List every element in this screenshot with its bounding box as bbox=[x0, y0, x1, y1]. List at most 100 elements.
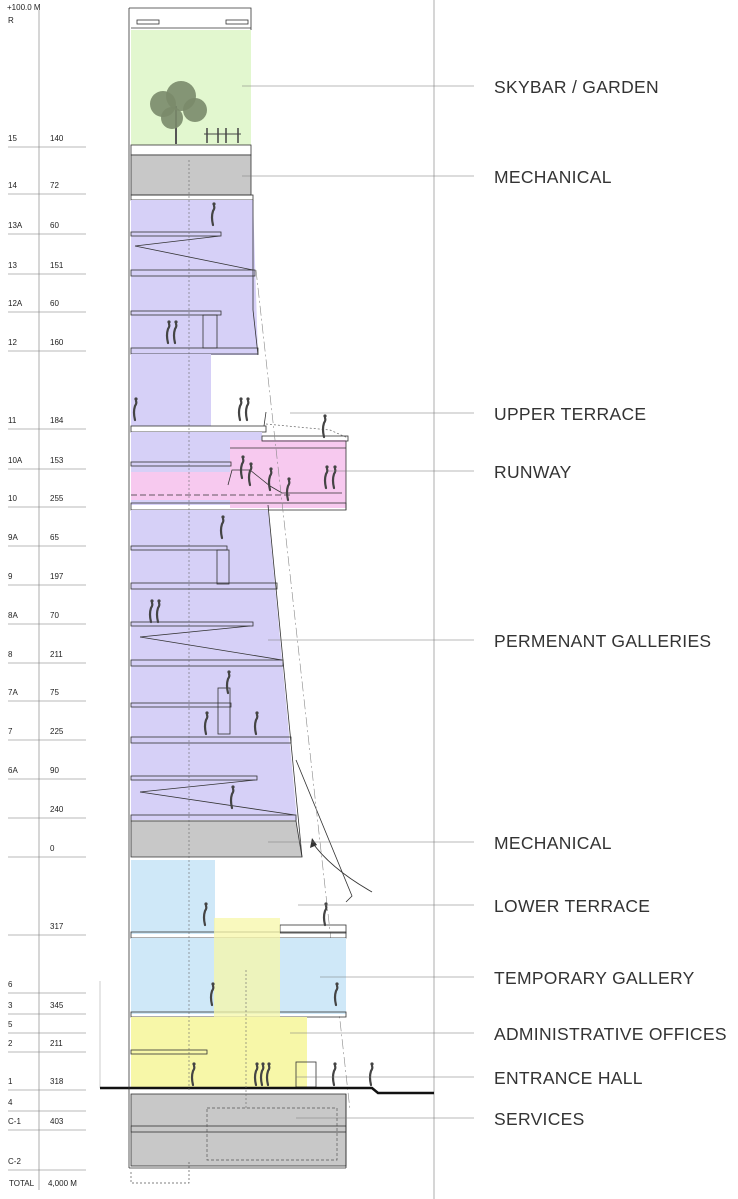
level-floor-label: 1 bbox=[8, 1077, 13, 1086]
callout-label: UPPER TERRACE bbox=[494, 404, 646, 424]
level-area-value: 65 bbox=[50, 533, 59, 542]
level-area-value: 345 bbox=[50, 1001, 64, 1010]
person-icon bbox=[265, 1062, 271, 1087]
callout-label: RUNWAY bbox=[494, 462, 572, 482]
level-floor-label: 13 bbox=[8, 261, 17, 270]
terrace-rail bbox=[263, 411, 267, 427]
callout-label: SKYBAR / GARDEN bbox=[494, 77, 659, 97]
runway-zone-lower bbox=[131, 472, 231, 500]
callout-label: ENTRANCE HALL bbox=[494, 1068, 643, 1088]
ramp-13 bbox=[134, 245, 254, 271]
level-area-value: 72 bbox=[50, 181, 59, 190]
level-area-value: 70 bbox=[50, 611, 59, 620]
foundation-dotted bbox=[130, 1160, 190, 1184]
cafe-tables-icon bbox=[204, 128, 241, 143]
gallery-zone-11 bbox=[131, 354, 211, 426]
level-floor-label: 11 bbox=[8, 416, 17, 425]
callout-label: TEMPORARY GALLERY bbox=[494, 968, 695, 988]
level-area-value: 240 bbox=[50, 805, 64, 814]
callout-label: SERVICES bbox=[494, 1109, 585, 1129]
level-floor-label: 15 bbox=[8, 134, 17, 143]
canopy-arrow bbox=[311, 841, 373, 893]
level-area-value: 153 bbox=[50, 456, 64, 465]
person-icon bbox=[253, 711, 259, 736]
level-area-value: 0 bbox=[50, 844, 55, 853]
ramp-13a bbox=[134, 235, 221, 247]
level-area-value: 225 bbox=[50, 727, 64, 736]
level-area-value: 197 bbox=[50, 572, 64, 581]
slab-11 bbox=[130, 425, 267, 433]
building bbox=[100, 7, 434, 1184]
level-floor-label: 7A bbox=[8, 688, 18, 697]
temporary-gallery-zone-left bbox=[131, 860, 215, 934]
level-floor-label: C-2 bbox=[8, 1157, 21, 1166]
level-area-value: 75 bbox=[50, 688, 59, 697]
person-icon bbox=[333, 982, 339, 1007]
level-floor-label: 2 bbox=[8, 1039, 13, 1048]
ramp-8a bbox=[139, 625, 251, 638]
ramp-6 bbox=[139, 791, 296, 816]
callout-label: MECHANICAL bbox=[494, 833, 612, 853]
mezzanine-8a bbox=[130, 621, 254, 627]
slab-13 bbox=[130, 269, 256, 277]
person-icon bbox=[237, 397, 243, 422]
level-floor-label: 7 bbox=[8, 727, 13, 736]
level-floor-label: 10 bbox=[8, 494, 17, 503]
roof-skylight-left bbox=[136, 19, 160, 25]
level-floor-label: R bbox=[8, 16, 14, 25]
person-icon bbox=[322, 902, 328, 927]
person-icon bbox=[202, 902, 208, 927]
mezzanine-7a bbox=[130, 702, 232, 708]
person-icon bbox=[323, 465, 329, 490]
level-floor-label: 12 bbox=[8, 338, 17, 347]
level-area-value: 403 bbox=[50, 1117, 64, 1126]
level-floor-label: 3 bbox=[8, 1001, 13, 1010]
mezzanine-9a bbox=[130, 545, 228, 551]
facade-lower bbox=[267, 504, 303, 858]
people-figures bbox=[132, 202, 374, 1087]
level-area-value: 317 bbox=[50, 922, 64, 931]
person-icon bbox=[210, 202, 216, 227]
tree-icon bbox=[150, 81, 207, 144]
total-value: 4,000 M bbox=[48, 1179, 77, 1188]
level-floor-label: 4 bbox=[8, 1098, 13, 1107]
level-floor-label: 8 bbox=[8, 650, 13, 659]
level-floor-label: 9A bbox=[8, 533, 18, 542]
level-area-value: 211 bbox=[50, 1039, 63, 1048]
level-floor-label: 13A bbox=[8, 221, 23, 230]
services-equipment bbox=[206, 1107, 338, 1161]
level-floor-label: 10A bbox=[8, 456, 23, 465]
gallery-zone-upper bbox=[131, 200, 258, 355]
callout-label: ADMINISTRATIVE OFFICES bbox=[494, 1024, 727, 1044]
level-floor-label: 6 bbox=[8, 980, 13, 989]
callout-label: MECHANICAL bbox=[494, 167, 612, 187]
level-floor-label: 6A bbox=[8, 766, 18, 775]
height-label: +100.0 M bbox=[7, 3, 41, 12]
ramp-6a bbox=[139, 779, 256, 793]
facade-upper bbox=[252, 200, 259, 356]
level-area-value: 90 bbox=[50, 766, 59, 775]
mezzanine-2 bbox=[130, 1049, 208, 1055]
upper-terrace-deck bbox=[261, 435, 349, 442]
mezzanine-12a bbox=[130, 310, 222, 316]
person-icon bbox=[253, 1062, 259, 1087]
total-label: TOTAL bbox=[9, 1179, 35, 1188]
callout-label: LOWER TERRACE bbox=[494, 896, 650, 916]
permanent-galleries-zone bbox=[131, 510, 297, 820]
mechanical-zone-upper bbox=[130, 154, 252, 196]
stair-core-9 bbox=[216, 549, 230, 585]
tower-top-outline bbox=[129, 7, 252, 30]
mechanical-zone-lower bbox=[130, 820, 303, 858]
vertical-core-zone bbox=[214, 918, 280, 1018]
level-area-value: 60 bbox=[50, 221, 59, 230]
mezzanine-13a bbox=[130, 231, 222, 237]
person-icon bbox=[225, 670, 231, 695]
person-icon bbox=[155, 599, 161, 624]
person-icon bbox=[285, 477, 291, 502]
level-area-value: 255 bbox=[50, 494, 64, 503]
ramp-8 bbox=[139, 636, 283, 661]
level-area-value: 140 bbox=[50, 134, 64, 143]
services-zone bbox=[130, 1093, 347, 1167]
